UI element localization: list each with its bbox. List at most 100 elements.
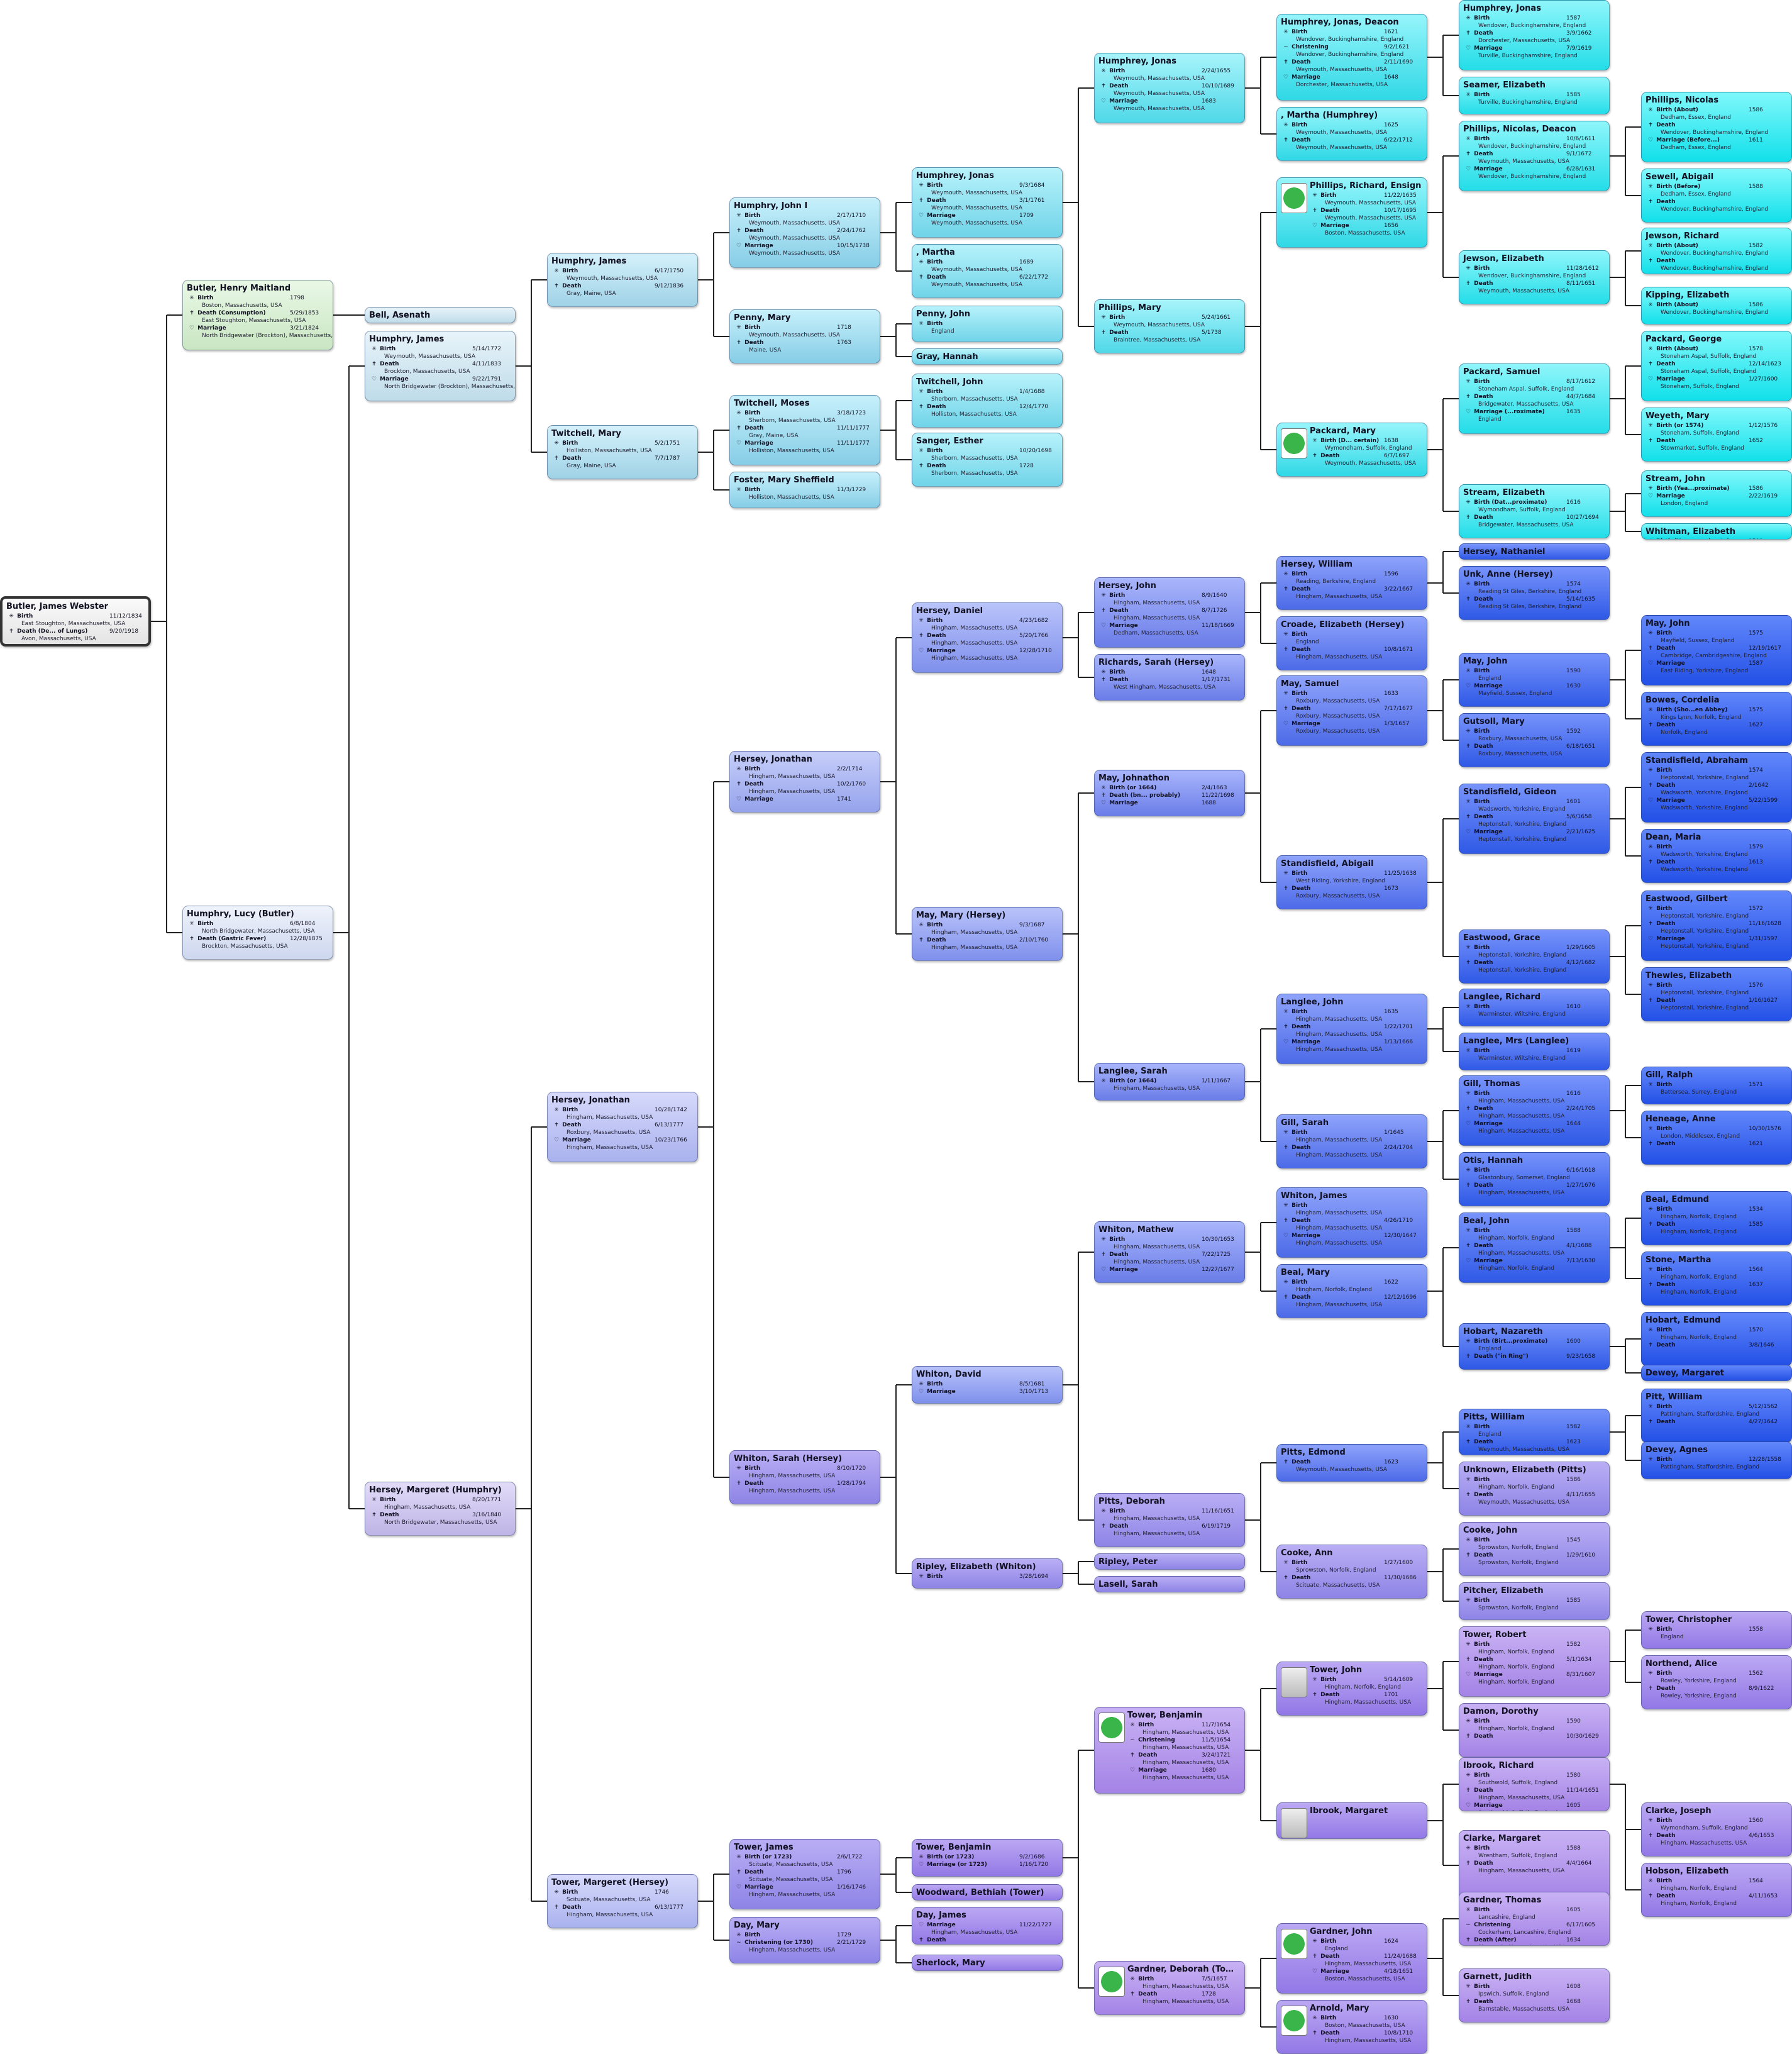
person-card[interactable]: Sanger, Esther ✳ Birth 10/20/1698 Sherborn,… [912,433,1063,487]
person-card[interactable]: Hersey, Nathaniel [1459,543,1610,560]
person-card[interactable]: Gardner, Deborah (Tower) ✳ Birth 7/5/1657 H… [1094,1961,1245,2015]
person-card[interactable]: Humphrey, Jonas, Deacon ✳ Birth 1621 Wendov… [1276,14,1427,101]
person-card[interactable]: Langlee, Richard ✳ Birth 1610 Warminster, W… [1459,989,1610,1026]
person-card[interactable]: Stone, Martha ✳ Birth 1564 Hingham, Norfolk… [1641,1252,1792,1306]
person-card[interactable]: May, John ✳ Birth 1575 Mayfield, Sussex, En… [1641,615,1792,686]
person-card[interactable]: Croade, Elizabeth (Hersey) ✳ Birth England… [1276,616,1427,670]
person-card[interactable]: Jewson, Elizabeth ✳ Birth 11/28/1612 Wendov… [1459,250,1610,304]
person-card[interactable]: Stream, Elizabeth ✳ Birth (Dat...proximat… [1459,484,1610,538]
person-card[interactable]: Jewson, Richard ✳ Birth (About) 1582 Wendov… [1641,228,1792,274]
person-card[interactable]: Tower, Margeret (Hersey) ✳ Birth 1746 Scitu… [547,1874,698,1928]
person-card[interactable]: Hobart, Edmund ✳ Birth 1570 Hingham, Norfol… [1641,1312,1792,1366]
person-card[interactable]: Hersey, Jonathan ✳ Birth 10/28/1742 Hingham… [547,1092,698,1162]
person-card[interactable]: Pitcher, Elizabeth ✳ Birth 1585 Sprowston, … [1459,1582,1610,1620]
person-card[interactable]: Hersey, Jonathan ✳ Birth 2/2/1714 Hingham, … [729,751,880,813]
person-card[interactable]: Foster, Mary Sheffield ✳ Birth 11/3/1729 Ho… [729,472,880,508]
person-card[interactable]: Hersey, John ✳ Birth 8/9/1640 Hingham, Mass… [1094,577,1245,648]
person-card[interactable]: Heneage, Anne ✳ Birth 10/30/1576 London, Mi… [1641,1111,1792,1165]
person-card[interactable]: Twitchell, Moses ✳ Birth 3/18/1723 Sherborn… [729,395,880,465]
person-card[interactable]: Tower, James ✳ Birth (or 1723) 2/6/1722 Sci… [729,1839,880,1909]
person-card[interactable]: Arnold, Mary ✳ Birth 1630 Boston, Massachus… [1276,2000,1427,2054]
person-card[interactable]: Langlee, Mrs (Langlee) ✳ Birth 1619 Warmins… [1459,1033,1610,1070]
person-card[interactable]: Ibrook, Richard ✳ Birth 1580 Southwold, Suf… [1459,1757,1610,1811]
person-card[interactable]: Tower, Christopher ✳ Birth 1558 England [1641,1611,1792,1649]
person-card[interactable]: Packard, Samuel ✳ Birth 8/17/1612 Stoneham … [1459,364,1610,434]
person-card[interactable]: Tower, Benjamin ✳ Birth 11/7/1654 Hingham, … [1094,1707,1245,1794]
person-card[interactable]: Richards, Sarah (Hersey) ✳ Birth 1648 ✝ Dea… [1094,654,1245,701]
person-card[interactable]: Humphry, James ✳ Birth 5/14/1772 Weymouth, … [365,331,516,401]
person-card[interactable]: Hobart, Nazareth ✳ Birth (Birt...proximat… [1459,1323,1610,1370]
person-card[interactable]: Clarke, Joseph ✳ Birth 1560 Wymondham, Suff… [1641,1802,1792,1857]
person-card[interactable]: May, John ✳ Birth 1590 England ♡ Marriage 163… [1459,653,1610,707]
person-card[interactable]: Whitman, Elizabeth ✳ Birth (Yea...proxima… [1641,523,1792,540]
person-card[interactable]: Dean, Maria ✳ Birth 1579 Wadsworth, Yorkshi… [1641,829,1792,883]
person-card[interactable]: , Martha ✳ Birth 1689 Weymouth, Massachuset… [912,244,1063,298]
person-card[interactable]: Phillips, Richard, Ensign ✳ Birth 11/22/16… [1276,177,1427,248]
person-card[interactable]: Humphry, Lucy (Butler) ✳ Birth 6/8/1804 Nor… [182,906,333,960]
person-card[interactable]: Woodward, Bethiah (Tower) [912,1884,1063,1901]
person-card[interactable]: Standisfield, Gideon ✳ Birth 1601 Wadsworth… [1459,784,1610,854]
person-card[interactable]: Hersey, Daniel ✳ Birth 4/23/1682 Hingham, M… [912,602,1063,673]
person-card[interactable]: Gill, Thomas ✳ Birth 1616 Hingham, Massachu… [1459,1075,1610,1146]
person-card[interactable]: Cooke, Ann ✳ Birth 1/27/1600 Sprowston, Nor… [1276,1545,1427,1599]
person-card[interactable]: Phillips, Nicolas, Deacon ✳ Birth 10/6/161… [1459,121,1610,191]
person-card[interactable]: Humphry, James ✳ Birth 6/17/1750 Weymouth, … [547,253,698,307]
person-card[interactable]: Beal, Edmund ✳ Birth 1534 Hingham, Norfolk,… [1641,1191,1792,1245]
person-card[interactable]: Langlee, John ✳ Birth 1635 Hingham, Massach… [1276,994,1427,1064]
person-card[interactable]: May, Samuel ✳ Birth 1633 Roxbury, Massachus… [1276,675,1427,746]
person-card[interactable]: Penny, John ✳ Birth England [912,306,1063,342]
person-card[interactable]: Pitts, Deborah ✳ Birth 11/16/1651 Hingham, … [1094,1493,1245,1547]
person-card[interactable]: Gray, Hannah [912,348,1063,365]
person-card[interactable]: Seamer, Elizabeth ✳ Birth 1585 Turville, Bu… [1459,77,1610,114]
person-card[interactable]: Tower, Robert ✳ Birth 1582 Hingham, Norfolk… [1459,1626,1610,1697]
person-card[interactable]: Gill, Sarah ✳ Birth 1/1645 Hingham, Massach… [1276,1114,1427,1169]
person-card[interactable]: Gutsoll, Mary ✳ Birth 1592 Roxbury, Massach… [1459,713,1610,767]
person-card[interactable]: Langlee, Sarah ✳ Birth (or 1664) 1/11/1667… [1094,1063,1245,1101]
person-card[interactable]: Bell, Asenath [365,307,516,323]
person-card[interactable]: Eastwood, Gilbert ✳ Birth 1572 Heptonstall,… [1641,891,1792,961]
person-card[interactable]: Humphrey, Jonas ✳ Birth 2/24/1655 Weymouth,… [1094,53,1245,123]
person-card[interactable]: Pitts, William ✳ Birth 1582 England ✝ Death 1… [1459,1409,1610,1455]
person-card[interactable]: Northend, Alice ✳ Birth 1562 Rowley, Yorksh… [1641,1655,1792,1709]
person-card[interactable]: Phillips, Nicolas ✳ Birth (About) 1586 Dedh… [1641,92,1792,162]
person-card[interactable]: Whiton, James ✳ Birth Hingham, Massachuset… [1276,1187,1427,1258]
person-card[interactable]: Humphrey, Jonas ✳ Birth 9/3/1684 Weymouth, … [912,167,1063,238]
person-card[interactable]: Phillips, Mary ✳ Birth 5/24/1661 Weymouth, … [1094,299,1245,353]
person-card[interactable]: Clarke, Margaret ✳ Birth 1588 Wrentham, Suf… [1459,1830,1610,1901]
person-card[interactable]: Whiton, David ✳ Birth 8/5/1681 ♡ Marriage 3/… [912,1366,1063,1404]
person-card[interactable]: Penny, Mary ✳ Birth 1718 Weymouth, Massachu… [729,309,880,364]
person-card[interactable]: Bowes, Cordelia ✳ Birth (Sho...en Abbey) 1… [1641,692,1792,746]
person-card[interactable]: Beal, Mary ✳ Birth 1622 Hingham, Norfolk, E… [1276,1264,1427,1318]
person-card[interactable]: Sewell, Abigail ✳ Birth (Before) 1588 Dedha… [1641,169,1792,223]
person-card[interactable]: Standisfield, Abraham ✳ Birth 1574 Heptonst… [1641,752,1792,823]
person-card[interactable]: May, Mary (Hersey) ✳ Birth 9/3/1687 Hingham… [912,907,1063,961]
person-card[interactable]: Unk, Anne (Hersey) ✳ Birth 1574 Reading St … [1459,566,1610,620]
person-card[interactable]: Twitchell, Mary ✳ Birth 5/2/1751 Holliston,… [547,425,698,479]
person-card[interactable]: Standisfield, Abigail ✳ Birth 11/25/1638 We… [1276,855,1427,909]
person-card[interactable]: Butler, James Webster ✳ Birth 11/12/1834 Ea… [0,596,151,647]
person-card[interactable]: Tower, Benjamin ✳ Birth (or 1723) 9/2/1686… [912,1839,1063,1877]
person-card[interactable]: Hersey, William ✳ Birth 1596 Reading, Berks… [1276,556,1427,610]
person-card[interactable]: Otis, Hannah ✳ Birth 6/16/1618 Glastonbury,… [1459,1152,1610,1206]
person-card[interactable]: Gill, Ralph ✳ Birth 1571 Battersea, Surrey,… [1641,1067,1792,1104]
person-card[interactable]: Packard, Mary ✳ Birth (D... certain) 1638 W… [1276,423,1427,477]
person-card[interactable]: Pitts, Edmond ✝ Death 1623 Weymouth, Massac… [1276,1444,1427,1482]
person-card[interactable]: Sherlock, Mary [912,1955,1063,1971]
person-card[interactable]: Whiton, Sarah (Hersey) ✳ Birth 8/10/1720 Hi… [729,1450,880,1504]
person-card[interactable]: , Martha (Humphrey) ✳ Birth 1625 Weymouth, … [1276,107,1427,161]
person-card[interactable]: Weyeth, Mary ✳ Birth (or 1574) 1/12/1576 St… [1641,408,1792,462]
person-card[interactable]: Twitchell, John ✳ Birth 1/4/1688 Sherborn, … [912,374,1063,428]
person-card[interactable]: Thewles, Elizabeth ✳ Birth 1576 Heptonstall… [1641,967,1792,1021]
person-card[interactable]: Lasell, Sarah [1094,1576,1245,1592]
person-card[interactable]: Gardner, Thomas ✳ Birth 1605 Lancashire, En… [1459,1892,1610,1946]
person-card[interactable]: Pitt, William ✳ Birth 5/12/1562 Pattingham,… [1641,1389,1792,1443]
person-card[interactable]: Humphrey, Jonas ✳ Birth 1587 Wendover, Buck… [1459,0,1610,70]
person-card[interactable]: Tower, John ✳ Birth 5/14/1609 Hingham, Norf… [1276,1662,1427,1716]
person-card[interactable]: Ripley, Elizabeth (Whiton) ✳ Birth 3/28/16… [912,1558,1063,1589]
person-card[interactable]: Cooke, John ✳ Birth 1545 Sprowston, Norfolk… [1459,1522,1610,1576]
person-card[interactable]: Dewey, Margaret [1641,1365,1792,1381]
person-card[interactable]: Unknown, Elizabeth (Pitts) ✳ Birth 1586 Hin… [1459,1462,1610,1516]
person-card[interactable]: Eastwood, Grace ✳ Birth 1/29/1605 Heptonsta… [1459,930,1610,984]
person-card[interactable]: Devey, Agnes ✳ Birth 12/28/1558 Pattingham,… [1641,1441,1792,1479]
person-card[interactable]: Gardner, John ✳ Birth 1624 England ✝ Death 11… [1276,1923,1427,1994]
